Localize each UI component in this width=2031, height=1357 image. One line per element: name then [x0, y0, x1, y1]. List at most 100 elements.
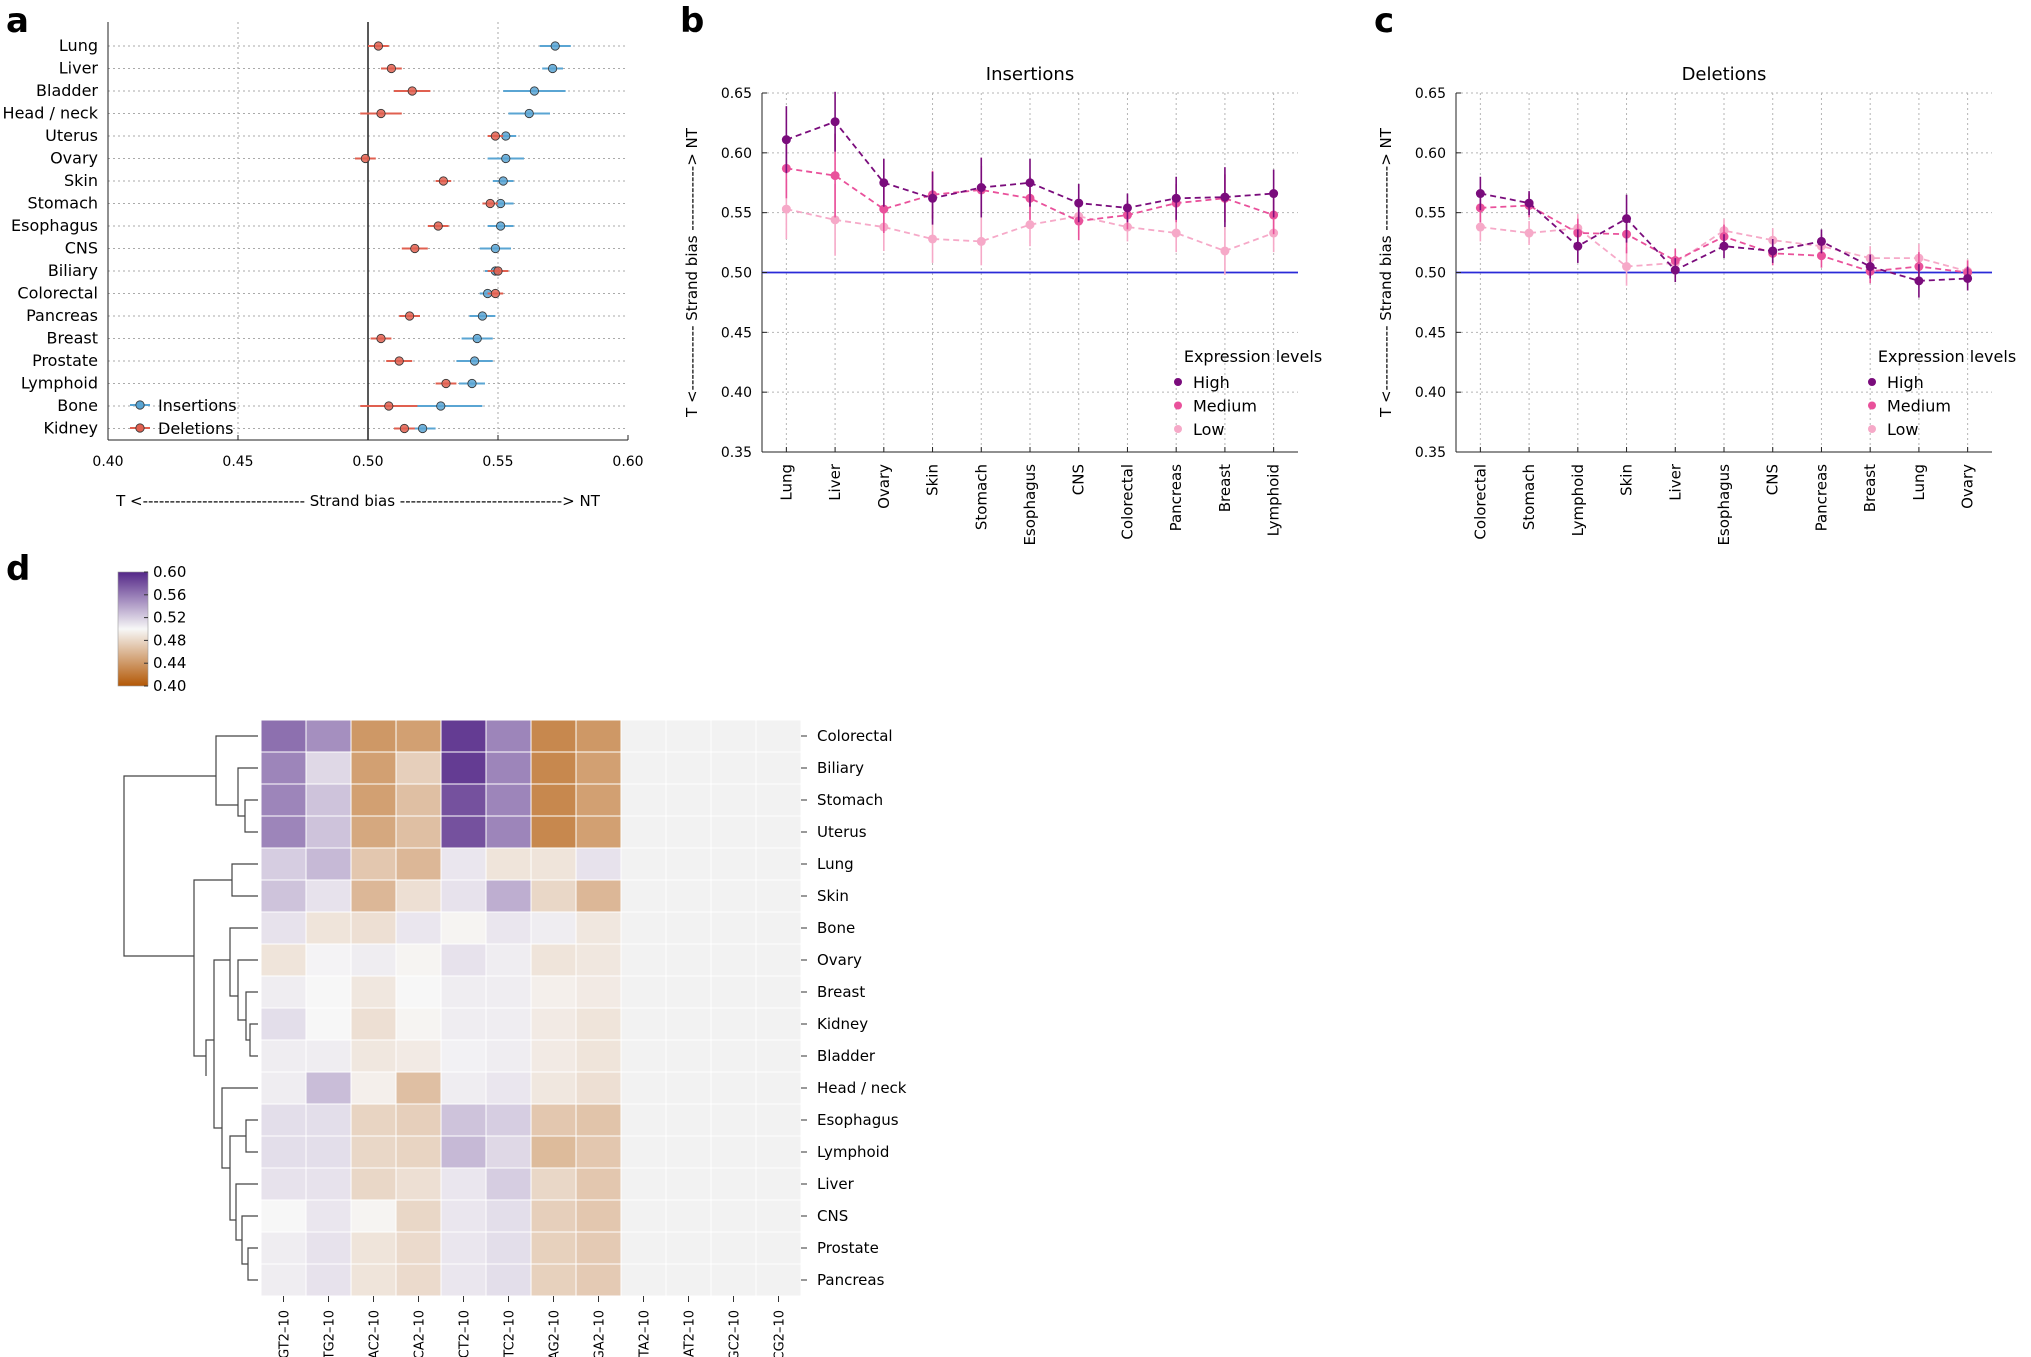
heatmap-cell-0-2	[350, 719, 397, 753]
heatmap-col-label-8: TA2–10	[638, 1310, 653, 1357]
heatmap-cell-6-1	[305, 911, 352, 945]
a-deletions-point-17	[399, 423, 409, 434]
panel-b-x-tick-label-6: CNS	[1070, 464, 1088, 495]
heatmap-cell-4-3	[395, 847, 442, 881]
panel-d-heatmap: Colorectal Biliary Stomach Uterus Lung Skin Bo…	[117, 563, 907, 1357]
panel-letter-a: a	[6, 1, 29, 41]
heatmap-cell-17-4	[440, 1263, 487, 1297]
panel-c-high-point-4	[1670, 265, 1680, 275]
heatmap-cell-2-8	[620, 783, 667, 817]
heatmap-cell-6-4	[440, 911, 487, 945]
dendrogram-branch-9	[249, 1023, 258, 1057]
dendrogram-branch-10	[245, 991, 258, 1041]
heatmap-col-label-3: CA2–10	[413, 1310, 428, 1357]
a-x-tick-label-2: 0.50	[352, 454, 383, 470]
panel-c-y-tick-label-6: 0.65	[1415, 86, 1446, 102]
a-x-axis-label: T <------------------------------ Strand…	[115, 492, 601, 510]
heatmap-row-label-16: Prostate	[817, 1239, 879, 1257]
heatmap-cell-4-8	[620, 847, 667, 881]
heatmap-cell-6-7	[575, 911, 622, 945]
heatmap-cell-15-1	[305, 1199, 352, 1233]
heatmap-cell-14-3	[395, 1167, 442, 1201]
heatmap-cell-2-7	[575, 783, 622, 817]
a-deletions-point-0	[373, 41, 383, 51]
heatmap-cell-4-9	[665, 847, 712, 881]
heatmap-row-label-2: Stomach	[817, 791, 883, 809]
dendrogram-branch-0	[244, 799, 258, 833]
heatmap-cell-3-0	[260, 815, 307, 849]
panel-b-high-point-2	[879, 178, 889, 188]
heatmap-cell-3-5	[485, 815, 532, 849]
a-insertions-point-5	[501, 153, 511, 164]
heatmap-cell-2-3	[395, 783, 442, 817]
a-category-label-1: Liver	[59, 59, 99, 78]
panel-b-legend-label-1: Medium	[1193, 397, 1257, 416]
heatmap-cell-1-3	[395, 751, 442, 785]
heatmap-cell-11-10	[710, 1071, 757, 1105]
a-deletions-point-16	[384, 401, 394, 411]
panel-a-strand-bias-dotplot: 0.40 0.45 0.50 0.55 0.60 T <-----------------…	[3, 22, 644, 510]
heatmap-cell-14-1	[305, 1167, 352, 1201]
a-deletions-point-15	[441, 378, 451, 389]
panel-b-x-tick-label-10: Lymphoid	[1265, 464, 1283, 536]
panel-b-high-point-8	[1171, 193, 1181, 203]
a-x-tick-label-1: 0.45	[222, 454, 253, 470]
a-category-label-14: Prostate	[32, 351, 98, 370]
heatmap-cell-6-8	[620, 911, 667, 945]
a-category-label-5: Ovary	[50, 149, 98, 168]
heatmap-cell-6-2	[350, 911, 397, 945]
panel-c-high-point-3	[1622, 214, 1632, 224]
panel-b-y-tick-label-6: 0.65	[721, 86, 752, 102]
heatmap-row-label-17: Pancreas	[817, 1271, 885, 1289]
heatmap-cell-12-5	[485, 1103, 532, 1137]
heatmap-cell-11-11	[755, 1071, 802, 1105]
a-category-label-16: Bone	[57, 396, 98, 415]
panel-c-low-point-0	[1475, 222, 1485, 232]
a-deletions-point-5	[360, 153, 370, 164]
a-insertions-point-8	[495, 221, 506, 231]
heatmap-cell-2-4	[440, 783, 487, 817]
heatmap-cell-3-11	[755, 815, 802, 849]
heatmap-cell-10-4	[440, 1039, 487, 1073]
panel-c-x-tick-label-6: CNS	[1764, 464, 1782, 495]
a-category-label-11: Colorectal	[17, 284, 98, 303]
heatmap-cell-8-3	[395, 975, 442, 1009]
heatmap-col-label-10: GC2–10	[728, 1310, 743, 1357]
heatmap-cell-0-7	[575, 719, 622, 753]
a-legend-marker-1	[135, 423, 145, 433]
a-deletions-point-8	[433, 221, 443, 231]
panel-b-high-point-0	[781, 135, 791, 145]
heatmap-cell-14-5	[485, 1167, 532, 1201]
heatmap-cell-5-6	[530, 879, 577, 913]
heatmap-cell-10-11	[755, 1039, 802, 1073]
heatmap-cell-12-7	[575, 1103, 622, 1137]
heatmap-col-label-2: AC2–10	[368, 1310, 383, 1357]
a-deletions-point-2	[407, 86, 417, 96]
heatmap-cell-5-11	[755, 879, 802, 913]
panel-b-x-tick-label-4: Stomach	[972, 464, 990, 530]
heatmap-cell-4-6	[530, 847, 577, 881]
heatmap-cell-17-2	[350, 1263, 397, 1297]
heatmap-cell-12-4	[440, 1103, 487, 1137]
heatmap-cell-10-0	[260, 1039, 307, 1073]
heatmap-cell-5-0	[260, 879, 307, 913]
heatmap-cell-7-1	[305, 943, 352, 977]
heatmap-row-label-3: Uterus	[817, 823, 867, 841]
heatmap-cell-10-8	[620, 1039, 667, 1073]
heatmap-cell-17-3	[395, 1263, 442, 1297]
panel-c-legend-label-1: Medium	[1887, 397, 1951, 416]
dendrogram-branch-4	[241, 1215, 258, 1265]
a-category-label-8: Esophagus	[11, 216, 98, 235]
dendrogram-branch-14	[205, 1039, 214, 1076]
heatmap-cell-0-0	[260, 719, 307, 753]
heatmap-cell-0-8	[620, 719, 667, 753]
panel-b-x-tick-label-3: Skin	[924, 464, 942, 496]
heatmap-cell-5-1	[305, 879, 352, 913]
panel-b-high-point-6	[1074, 198, 1084, 208]
heatmap-cell-7-2	[350, 943, 397, 977]
heatmap-cell-11-9	[665, 1071, 712, 1105]
heatmap-row-label-15: CNS	[817, 1207, 848, 1225]
panel-c-deletions-line-chart: 0.35 0.40 0.45 0.50 0.55 0.60 0.65 Colorectal St…	[1377, 64, 2016, 546]
colorbar-tick-label-2: 0.52	[153, 609, 186, 627]
heatmap-cell-6-6	[530, 911, 577, 945]
